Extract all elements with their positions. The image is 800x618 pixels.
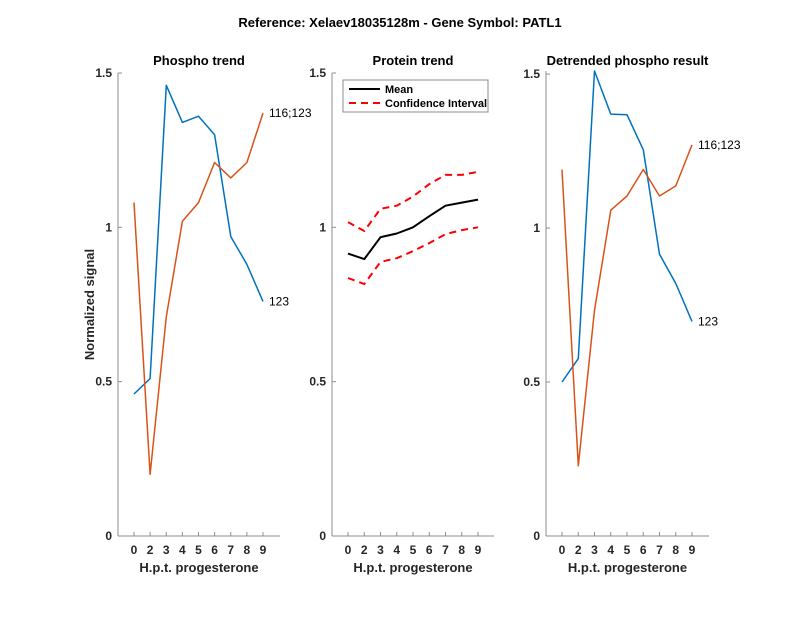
- series-end-label: 116;123: [698, 138, 741, 152]
- panel-title: Detrended phospho result: [547, 53, 709, 68]
- panel-title: Protein trend: [373, 53, 454, 68]
- series-end-label: 116;123: [269, 106, 312, 120]
- series-line-mean: [347, 198, 479, 261]
- series-end-label: 123: [269, 294, 289, 308]
- y-axis-label: Normalized signal: [82, 249, 97, 360]
- y-tick-label: 0.5: [523, 375, 540, 389]
- x-tick-label: 2: [575, 543, 582, 557]
- x-tick-label: 6: [426, 543, 433, 557]
- y-tick-label: 1.5: [95, 66, 112, 80]
- x-axis-label: H.p.t. progesterone: [353, 560, 472, 575]
- x-tick-label: 8: [244, 543, 251, 557]
- series-line-116-123: [561, 144, 693, 467]
- x-axis-label: H.p.t. progesterone: [568, 560, 687, 575]
- y-tick-label: 1: [533, 221, 540, 235]
- x-tick-label: 4: [179, 543, 186, 557]
- x-tick-label: 5: [410, 543, 417, 557]
- x-tick-label: 0: [559, 543, 566, 557]
- x-axis-label: H.p.t. progesterone: [139, 560, 258, 575]
- x-tick-label: 7: [656, 543, 663, 557]
- x-tick-label: 8: [672, 543, 679, 557]
- x-tick-label: 3: [591, 543, 598, 557]
- legend-box: [342, 79, 489, 113]
- x-tick-label: 3: [163, 543, 170, 557]
- y-tick-label: 0: [105, 529, 112, 543]
- series-line-confidence-interval: [347, 170, 479, 232]
- legend-entry: Mean: [385, 84, 413, 96]
- x-tick-label: 2: [361, 543, 368, 557]
- x-tick-label: 6: [211, 543, 218, 557]
- y-tick-label: 1: [105, 220, 112, 234]
- x-tick-label: 3: [377, 543, 384, 557]
- x-tick-label: 4: [607, 543, 614, 557]
- legend-entry: Confidence Interval: [385, 98, 487, 110]
- x-tick-label: 5: [624, 543, 631, 557]
- y-tick-label: 0: [533, 529, 540, 543]
- x-tick-label: 7: [227, 543, 234, 557]
- y-tick-label: 1: [319, 220, 326, 234]
- legend: Mean Confidence Interval: [342, 79, 489, 113]
- x-tick-label: 9: [475, 543, 482, 557]
- x-tick-label: 5: [195, 543, 202, 557]
- x-tick-label: 7: [442, 543, 449, 557]
- x-tick-label: 0: [131, 543, 138, 557]
- y-tick-label: 1.5: [309, 66, 326, 80]
- figure-suptitle: Reference: Xelaev18035128m - Gene Symbol…: [238, 15, 561, 30]
- panel-title: Phospho trend: [153, 53, 245, 68]
- x-tick-label: 8: [458, 543, 465, 557]
- y-tick-label: 0.5: [309, 375, 326, 389]
- series-line-confidence-interval-lower-: [347, 226, 479, 286]
- x-tick-label: 6: [640, 543, 647, 557]
- series-line-123: [561, 70, 693, 383]
- x-tick-label: 0: [345, 543, 352, 557]
- x-tick-label: 9: [689, 543, 696, 557]
- series-line-123: [133, 84, 264, 395]
- series-line-116-123: [133, 112, 264, 476]
- y-tick-label: 1.5: [523, 67, 540, 81]
- x-tick-label: 4: [393, 543, 400, 557]
- x-tick-label: 2: [147, 543, 154, 557]
- series-end-label: 123: [698, 314, 718, 328]
- y-tick-label: 0.5: [95, 375, 112, 389]
- y-tick-label: 0: [319, 529, 326, 543]
- x-tick-label: 9: [260, 543, 267, 557]
